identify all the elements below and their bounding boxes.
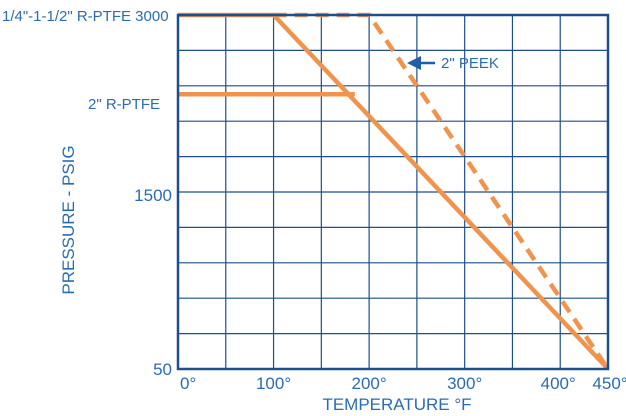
- plot-frame: [176, 13, 610, 371]
- x-axis-title: TEMPERATURE °F: [322, 395, 471, 414]
- y-axis-title: PRESSURE - PSIG: [59, 145, 78, 294]
- y-tick-label: 1500: [134, 186, 172, 205]
- peek-arrow-head: [407, 56, 421, 70]
- series-label-2in-peek: 2" PEEK: [441, 55, 499, 72]
- y-tick-label: 50: [153, 360, 172, 379]
- x-tick-label: 400°: [541, 374, 576, 393]
- y-tick-labels: 50 1500: [134, 186, 172, 379]
- series-label-2in-peek-group: 2" PEEK: [407, 55, 499, 72]
- x-tick-label: 450°: [592, 374, 626, 393]
- x-tick-label: 100°: [256, 374, 291, 393]
- x-tick-labels: 0° 100° 200° 300° 400° 450°: [180, 374, 626, 393]
- x-tick-label: 0°: [180, 374, 196, 393]
- x-tick-label: 300°: [447, 374, 482, 393]
- grid-lines: [178, 15, 608, 369]
- series-label-2in-rptfe: 2" R-PTFE: [88, 96, 160, 113]
- x-tick-label: 200°: [352, 374, 387, 393]
- series-label-small-rptfe: 1/4"-1-1/2" R-PTFE 3000: [2, 8, 169, 25]
